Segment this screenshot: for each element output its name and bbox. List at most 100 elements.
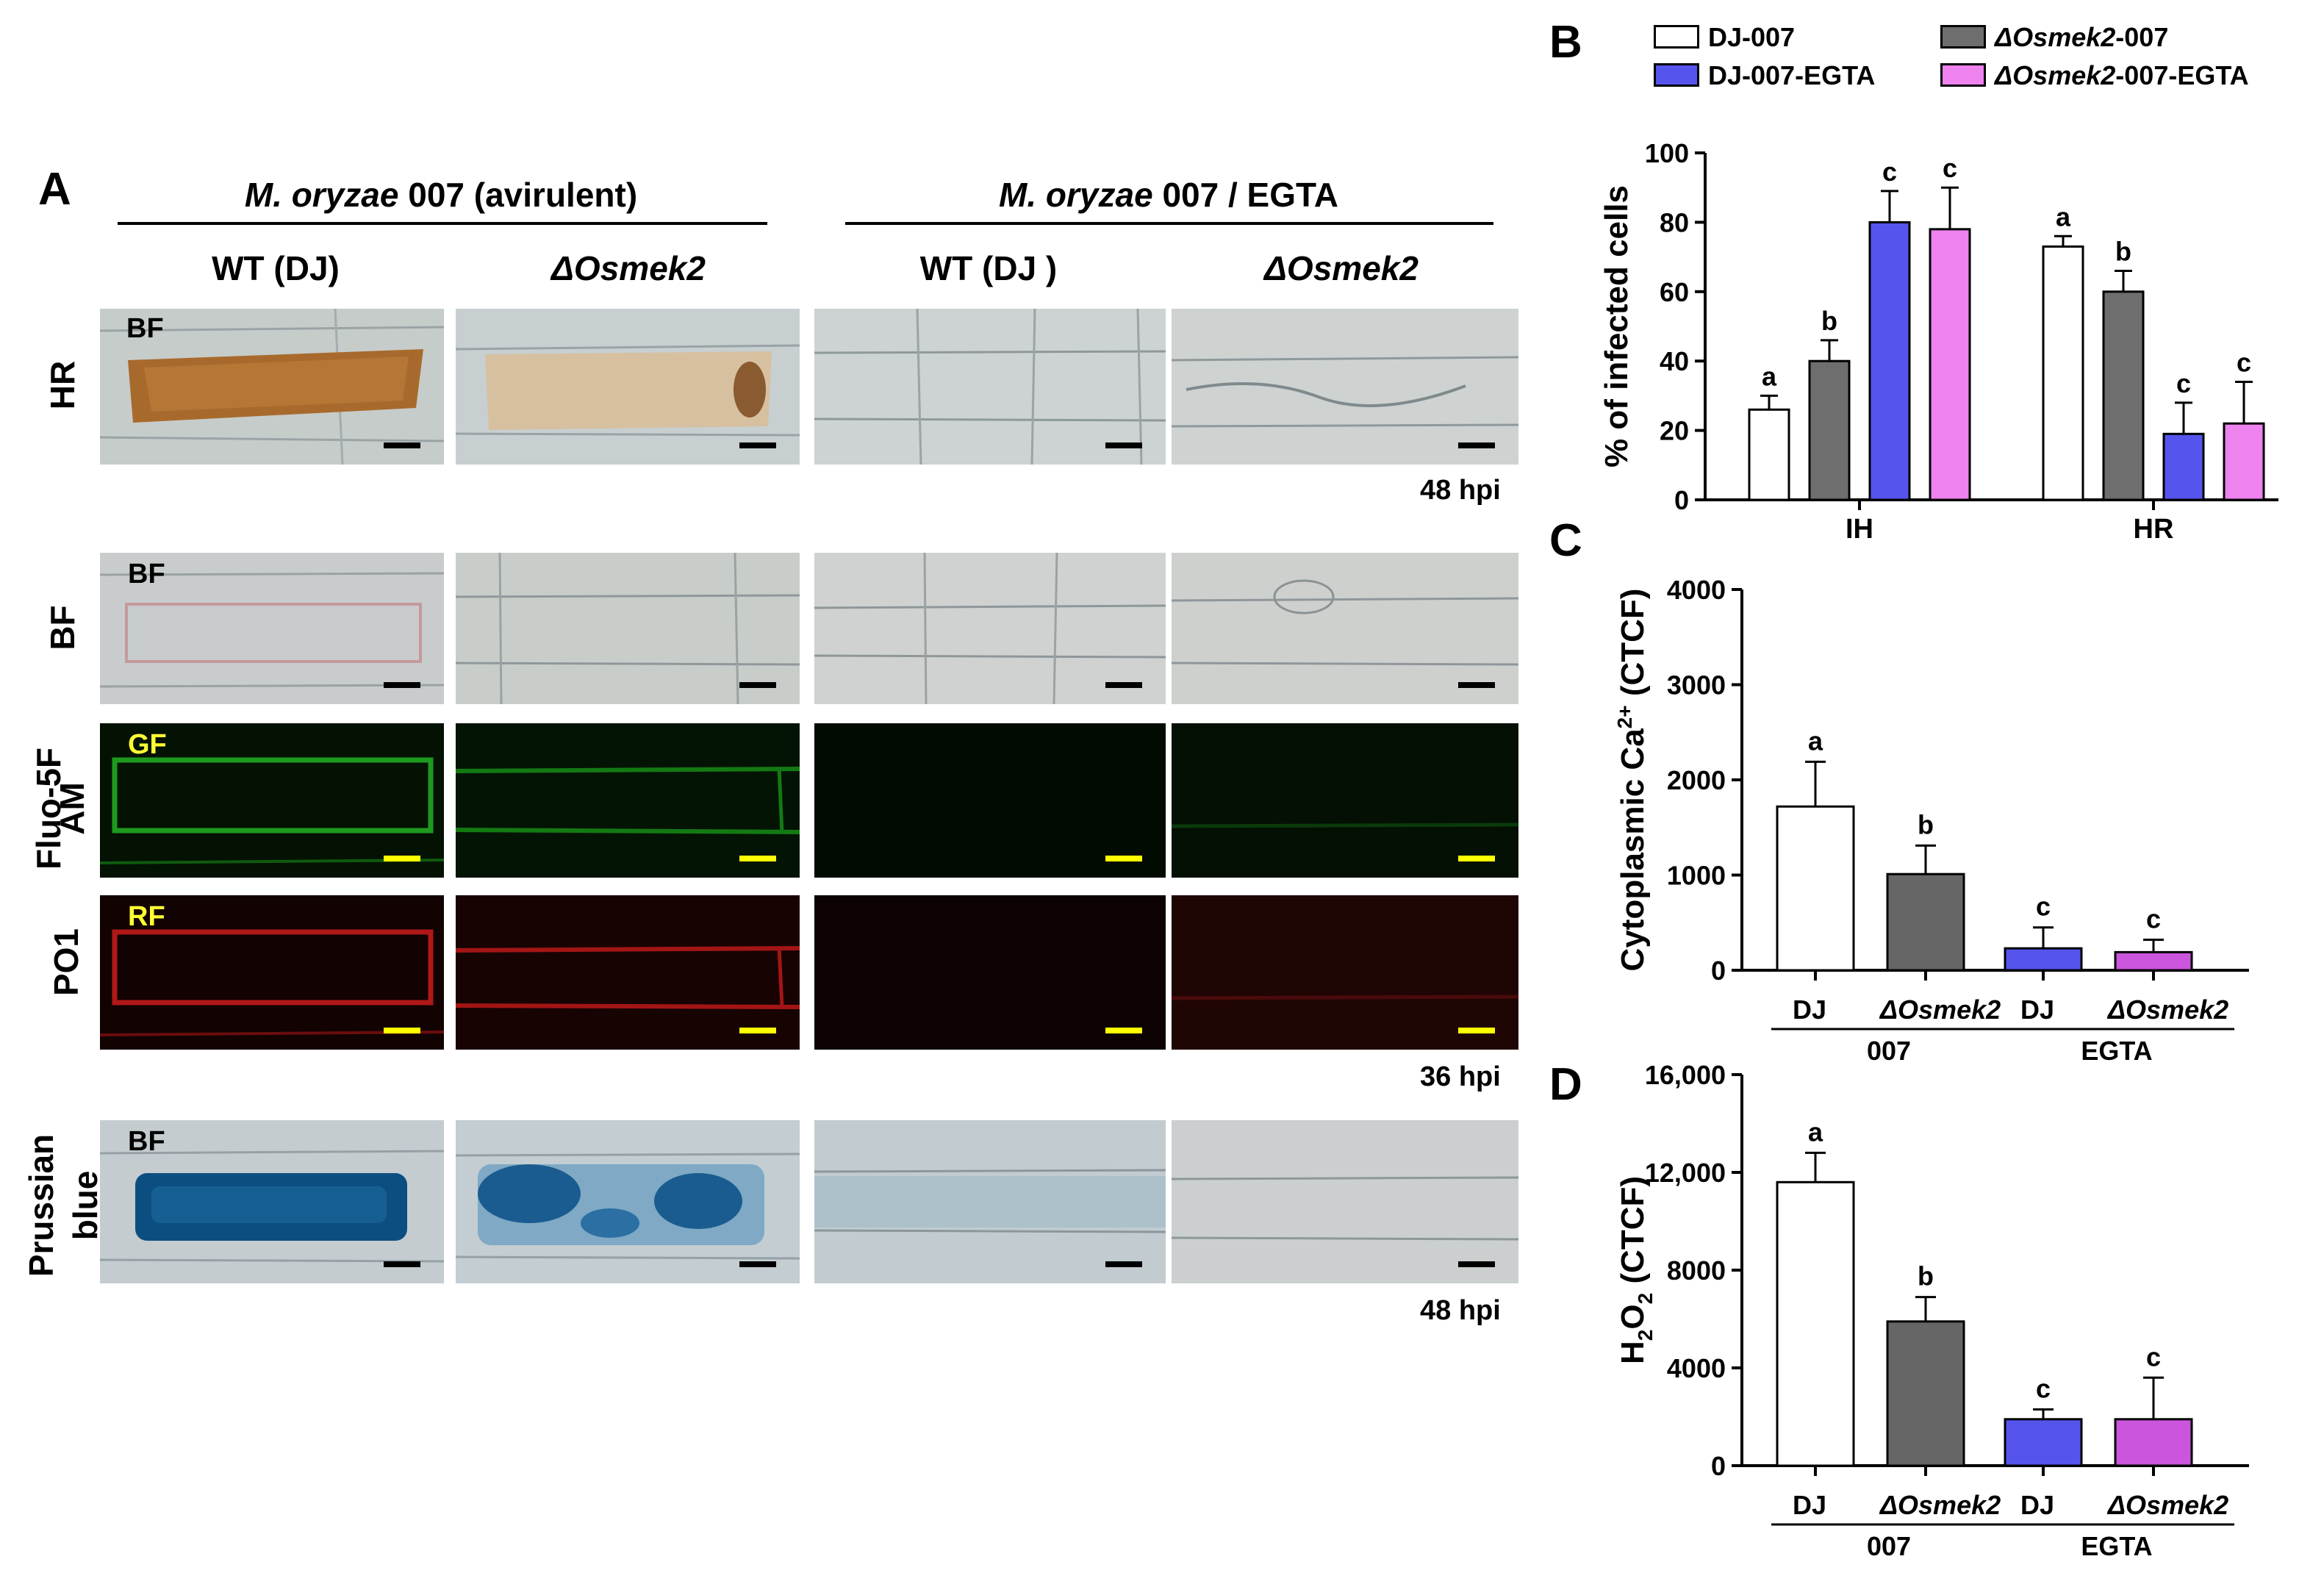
timepoint-label-hr: 48 hpi xyxy=(1420,475,1501,506)
bar xyxy=(2042,245,2084,501)
group-underline-egta xyxy=(845,222,1493,225)
group-suffix: 007 / EGTA xyxy=(1152,176,1338,214)
scale-bar xyxy=(384,1261,420,1267)
significance-letter: c xyxy=(1943,153,1957,183)
tile-tag: GF xyxy=(128,729,167,760)
x-tick-label: HR xyxy=(2134,514,2174,545)
significance-letter: a xyxy=(1762,361,1777,391)
x-tick-label: ΔOsmek2 xyxy=(2106,1490,2228,1520)
chart-legend: DJ-007 ΔOsmek2-007 DJ-007-EGTA ΔOsmek2-0… xyxy=(1646,19,2323,107)
y-tick-label: 16,000 xyxy=(1645,1060,1726,1090)
group-suffix: 007 (avirulent) xyxy=(398,176,638,214)
bar xyxy=(1808,359,1851,501)
micrograph-po1-wt: RF xyxy=(100,895,444,1050)
significance-letter: c xyxy=(2036,1374,2051,1404)
scale-bar xyxy=(1105,682,1142,688)
micrograph-prussian-wt: BF xyxy=(100,1120,444,1283)
chart-d-h2o2: 0 4000 8000 12,000 16,000 H2O2 (CTCF) a DJ b ΔOsm… xyxy=(1615,1060,2249,1561)
scale-bar xyxy=(1458,1261,1495,1267)
y-tick-label: 0 xyxy=(1711,1451,1726,1481)
y-tick-label: 20 xyxy=(1660,416,1689,446)
group-underline-007 xyxy=(118,222,767,225)
scale-bar xyxy=(739,682,776,688)
micrograph-fluo-wt-egta xyxy=(814,723,1166,878)
y-tick-label: 3000 xyxy=(1667,670,1726,700)
x-tick-label: ΔOsmek2 xyxy=(2106,995,2228,1025)
group-label: 007 xyxy=(1867,1036,1911,1066)
bar xyxy=(2004,1418,2083,1467)
bar xyxy=(1929,228,1971,501)
micrograph-po1-wt-egta xyxy=(814,895,1166,1050)
y-tick-label: 4000 xyxy=(1667,1353,1726,1383)
chart-c-cytoplasmic-ca: 0 1000 2000 3000 4000 Cytoplasmic Ca2+ (CTCF)… xyxy=(1613,575,2249,1066)
significance-letter: a xyxy=(1808,1117,1823,1147)
group-header-007: M. oryzae 007 (avirulent) xyxy=(118,175,764,215)
column-header-osmek2: ΔOsmek2 xyxy=(551,249,706,287)
x-tick-label: DJ xyxy=(2020,995,2054,1025)
scale-bar xyxy=(384,1028,420,1033)
legend-rest: -007-EGTA xyxy=(2115,60,2249,90)
species-name: M. oryzae xyxy=(244,176,399,214)
significance-letter: a xyxy=(2056,201,2071,232)
y-tick-label: 12,000 xyxy=(1645,1158,1726,1188)
micrograph-fluo-osmek2 xyxy=(456,723,800,878)
significance-letter: a xyxy=(1808,725,1823,756)
micrograph-hr-osmek2-egta xyxy=(1172,309,1518,465)
column-header-wt-dj: WT (DJ) xyxy=(212,249,340,287)
y-tick-label: 0 xyxy=(1711,956,1726,986)
bar xyxy=(1868,221,1911,501)
scale-bar xyxy=(1458,682,1495,688)
micrograph-po1-osmek2-egta xyxy=(1172,895,1518,1050)
bar xyxy=(2114,1418,2193,1467)
y-tick-label: 80 xyxy=(1660,207,1689,237)
micrograph-fluo-wt: GF xyxy=(100,723,444,878)
legend-italic: ΔOsmek2 xyxy=(1995,22,2116,52)
y-tick-label: 2000 xyxy=(1667,765,1726,795)
micrograph-bf-osmek2-egta xyxy=(1172,553,1518,704)
row-label-po1: PO1 xyxy=(47,928,85,997)
panel-d-letter: D xyxy=(1549,1059,1582,1110)
y-tick-label: 100 xyxy=(1645,138,1689,168)
y-axis-label: H2O2 (CTCF) xyxy=(1615,1176,1657,1364)
row-label-bf: BF xyxy=(43,605,82,651)
panel-b-letter: B xyxy=(1549,17,1582,68)
bar xyxy=(2162,432,2205,501)
legend-rest: -007 xyxy=(2115,22,2169,52)
scale-bar xyxy=(384,856,420,861)
scale-bar xyxy=(1105,1261,1142,1267)
significance-letter: b xyxy=(2115,236,2131,266)
y-tick-label: 60 xyxy=(1660,277,1689,307)
micrograph-prussian-wt-egta xyxy=(814,1120,1166,1283)
legend-italic: ΔOsmek2 xyxy=(1995,60,2116,90)
legend-label-dj-007: DJ-007 xyxy=(1708,22,1796,52)
micrograph-prussian-osmek2 xyxy=(456,1120,800,1283)
tile-tag: RF xyxy=(128,901,165,932)
bar xyxy=(1776,1180,1855,1467)
micrograph-prussian-osmek2-egta xyxy=(1172,1120,1518,1283)
legend-swatch-osmek2-007-egta xyxy=(1940,63,1986,87)
scale-bar xyxy=(739,1261,776,1267)
bar xyxy=(1748,408,1790,501)
scale-bar xyxy=(1105,1028,1142,1033)
y-axis-label: Cytoplasmic Ca2+ (CTCF) xyxy=(1613,589,1651,972)
micrograph-hr-wt-egta xyxy=(814,309,1166,465)
bar xyxy=(1886,1320,1965,1467)
y-tick-label: 8000 xyxy=(1667,1255,1726,1286)
scale-bar xyxy=(1105,442,1142,448)
row-label-fluo-line2: AM xyxy=(53,782,91,835)
significance-letter: c xyxy=(2237,348,2251,378)
bar xyxy=(2004,947,2083,972)
micrograph-hr-osmek2 xyxy=(456,309,800,465)
tile-tag: BF xyxy=(128,559,165,589)
scale-bar xyxy=(1458,856,1495,861)
column-header-wt-dj-egta: WT (DJ ) xyxy=(919,249,1058,287)
group-label: 007 xyxy=(1867,1531,1911,1561)
micrograph-bf-osmek2 xyxy=(456,553,800,704)
bar xyxy=(2223,422,2265,501)
legend-label-osmek2-007: ΔOsmek2-007 xyxy=(1995,22,2168,53)
bar xyxy=(1886,872,1965,972)
significance-letter: b xyxy=(1918,1261,1934,1291)
significance-letter: c xyxy=(1882,157,1897,187)
legend-label-dj-007-egta: DJ-007-EGTA xyxy=(1708,60,1876,90)
x-tick-label: IH xyxy=(1846,514,1873,545)
